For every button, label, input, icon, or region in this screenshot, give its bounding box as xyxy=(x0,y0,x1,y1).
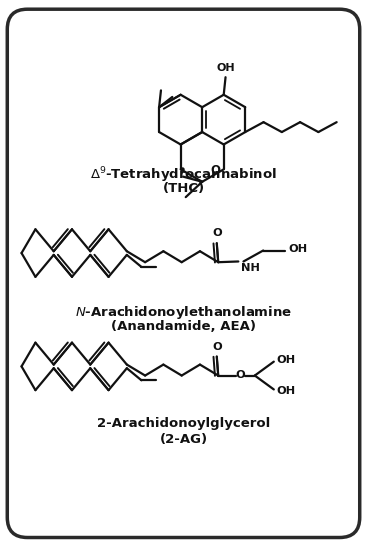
Text: (Anandamide, AEA): (Anandamide, AEA) xyxy=(111,320,256,333)
Text: OH: OH xyxy=(277,355,296,365)
Text: OH: OH xyxy=(288,244,307,254)
Text: OH: OH xyxy=(216,63,235,73)
Text: $\Delta^9$-Tetrahydrocannabinol: $\Delta^9$-Tetrahydrocannabinol xyxy=(90,166,277,185)
Text: 2-Arachidonoylglycerol: 2-Arachidonoylglycerol xyxy=(97,417,270,430)
Text: NH: NH xyxy=(240,263,259,273)
Text: O: O xyxy=(212,228,222,239)
Text: (2-AG): (2-AG) xyxy=(159,433,208,446)
Text: O: O xyxy=(210,163,220,177)
Text: O: O xyxy=(236,370,246,380)
Text: OH: OH xyxy=(277,386,296,396)
Text: (THC): (THC) xyxy=(163,182,204,195)
Text: $\it{N}$-Arachidonoylethanolamine: $\it{N}$-Arachidonoylethanolamine xyxy=(75,304,292,321)
Text: O: O xyxy=(212,342,222,352)
